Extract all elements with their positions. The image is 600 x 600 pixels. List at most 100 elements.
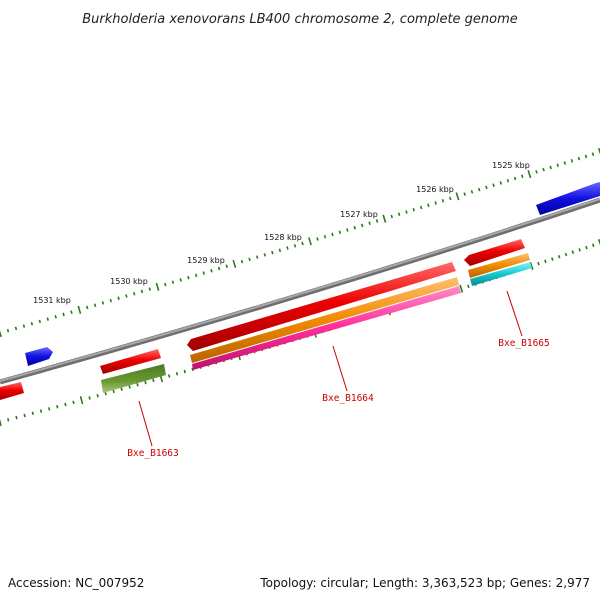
inner-ruler-tick: [175, 372, 179, 376]
map-title: Burkholderia xenovorans LB400 chromosome…: [82, 12, 518, 27]
outer-ruler-tick: [382, 214, 387, 223]
inner-ruler-tick: [191, 367, 194, 372]
plus-strand-gene-left: [25, 347, 53, 366]
outer-ruler-tick: [125, 294, 128, 298]
outer-ruler-tick: [598, 147, 600, 155]
outer-ruler-ticks: [0, 147, 600, 338]
outer-ruler-tick: [513, 176, 517, 181]
outer-ruler-tick: [323, 234, 327, 239]
inner-ruler-tick: [564, 252, 568, 257]
outer-ruler-tick: [405, 210, 408, 214]
outer-ruler-tick: [477, 187, 481, 192]
outer-ruler-tick: [140, 289, 144, 294]
chromosome-backbone-highlight: [0, 198, 600, 382]
inner-ruler-tick: [144, 380, 147, 385]
inner-ruler-tick: [96, 394, 99, 398]
ruler-label-1526: 1526 kbp: [416, 185, 454, 194]
outer-ruler-tick: [248, 257, 251, 262]
gene-label-bxe-b1663[interactable]: Bxe_B1663: [127, 448, 178, 459]
outer-ruler-tick: [46, 317, 49, 321]
cds-bxe-b1665: [464, 239, 525, 266]
inner-ruler-tick: [56, 404, 59, 409]
inner-ruler-tick: [47, 407, 51, 411]
outer-ruler-tick: [549, 165, 552, 170]
inner-ruler-tick: [183, 369, 186, 374]
inner-ruler-tick: [557, 254, 561, 259]
leader-line-bxe-b1665: [506, 290, 523, 337]
outer-ruler-tick: [109, 298, 112, 303]
outer-ruler-tick: [263, 253, 266, 257]
outer-ruler-tick: [412, 207, 416, 212]
inner-ruler-tick: [152, 378, 155, 383]
cds-bxe-b1663: [100, 349, 161, 374]
gene-label-bxe-b1664[interactable]: Bxe_B1664: [322, 393, 374, 404]
leader-line-bxe-b1664: [332, 345, 348, 392]
outer-ruler-tick: [77, 305, 82, 314]
outer-ruler-tick: [499, 181, 503, 185]
outer-ruler-tick: [0, 330, 2, 338]
mrna-bxe-b1665: [470, 262, 532, 286]
outer-ruler-tick: [38, 319, 42, 324]
ruler-label-1525: 1525 kbp: [492, 161, 530, 170]
inner-ruler-tick: [79, 396, 84, 405]
ruler-label-1527: 1527 kbp: [340, 210, 378, 219]
inner-ruler-tick: [120, 387, 123, 391]
outer-ruler-tick: [463, 192, 466, 196]
outer-ruler-tick: [535, 170, 538, 174]
outer-ruler-tick: [506, 178, 510, 183]
ruler-label-1530: 1530 kbp: [110, 277, 148, 286]
ruler-labels: 1525 kbp 1526 kbp 1527 kbp 1528 kbp 1529…: [33, 161, 530, 305]
mrna-bxe-b1664: [192, 286, 461, 370]
outer-ruler-tick: [286, 246, 289, 250]
ruler-label-1531: 1531 kbp: [33, 296, 71, 305]
outer-ruler-tick: [148, 287, 151, 291]
inner-ruler-tick: [597, 238, 600, 246]
outer-ruler-tick: [331, 232, 334, 237]
outer-ruler-tick: [101, 301, 105, 305]
cds-bxe-b1664: [187, 262, 456, 351]
outer-ruler-tick: [449, 196, 452, 201]
outer-ruler-tick: [225, 264, 228, 268]
inner-ruler-tick: [529, 261, 534, 270]
outer-ruler-tick: [22, 324, 26, 328]
outer-ruler-tick: [14, 326, 18, 331]
inner-ruler-tick: [571, 250, 575, 254]
outer-ruler-tick: [117, 296, 120, 301]
outer-ruler-tick: [563, 161, 567, 165]
outer-ruler-tick: [210, 269, 213, 273]
inner-ruler-tick: [0, 418, 2, 427]
outer-ruler-tick: [542, 167, 545, 172]
outer-ruler-tick: [202, 271, 205, 275]
gene-bxe-b1663: [101, 364, 166, 393]
outer-ruler-tick: [346, 228, 349, 232]
outer-ruler-tick: [217, 266, 221, 271]
outer-ruler-tick: [584, 154, 588, 159]
inner-ruler-tick: [585, 245, 588, 250]
gene-label-bxe-b1665[interactable]: Bxe_B1665: [498, 338, 549, 349]
outer-ruler-tick: [232, 259, 237, 269]
outer-ruler-tick: [441, 199, 445, 203]
accession-text: Accession: NC_007952: [8, 576, 144, 590]
inner-ruler-tick: [591, 243, 595, 248]
outer-ruler-tick: [521, 174, 524, 179]
outer-ruler-tick: [93, 303, 97, 307]
outer-ruler-tick: [70, 310, 73, 314]
plus-strand-gene-right: [536, 182, 600, 215]
gene-bxe-b1665: [468, 253, 530, 278]
outer-ruler-tick: [278, 248, 282, 253]
cds-left-edge: [0, 382, 24, 400]
outer-ruler-tick: [86, 305, 89, 310]
inner-ruler-tick: [64, 402, 67, 407]
inner-ruler-tick: [136, 383, 139, 387]
outer-ruler-tick: [338, 230, 342, 234]
inner-ruler-tick: [112, 389, 115, 394]
inner-ruler-tick: [39, 409, 43, 413]
outer-ruler-tick: [591, 152, 595, 156]
outer-ruler-tick: [187, 275, 190, 280]
outer-ruler-tick: [434, 201, 437, 205]
outer-ruler-tick: [577, 156, 581, 161]
inner-ruler-tick: [578, 248, 581, 252]
outer-ruler-tick: [194, 273, 198, 278]
outer-ruler-tick: [301, 241, 304, 246]
